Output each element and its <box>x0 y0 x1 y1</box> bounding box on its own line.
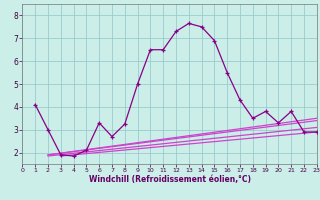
X-axis label: Windchill (Refroidissement éolien,°C): Windchill (Refroidissement éolien,°C) <box>89 175 251 184</box>
